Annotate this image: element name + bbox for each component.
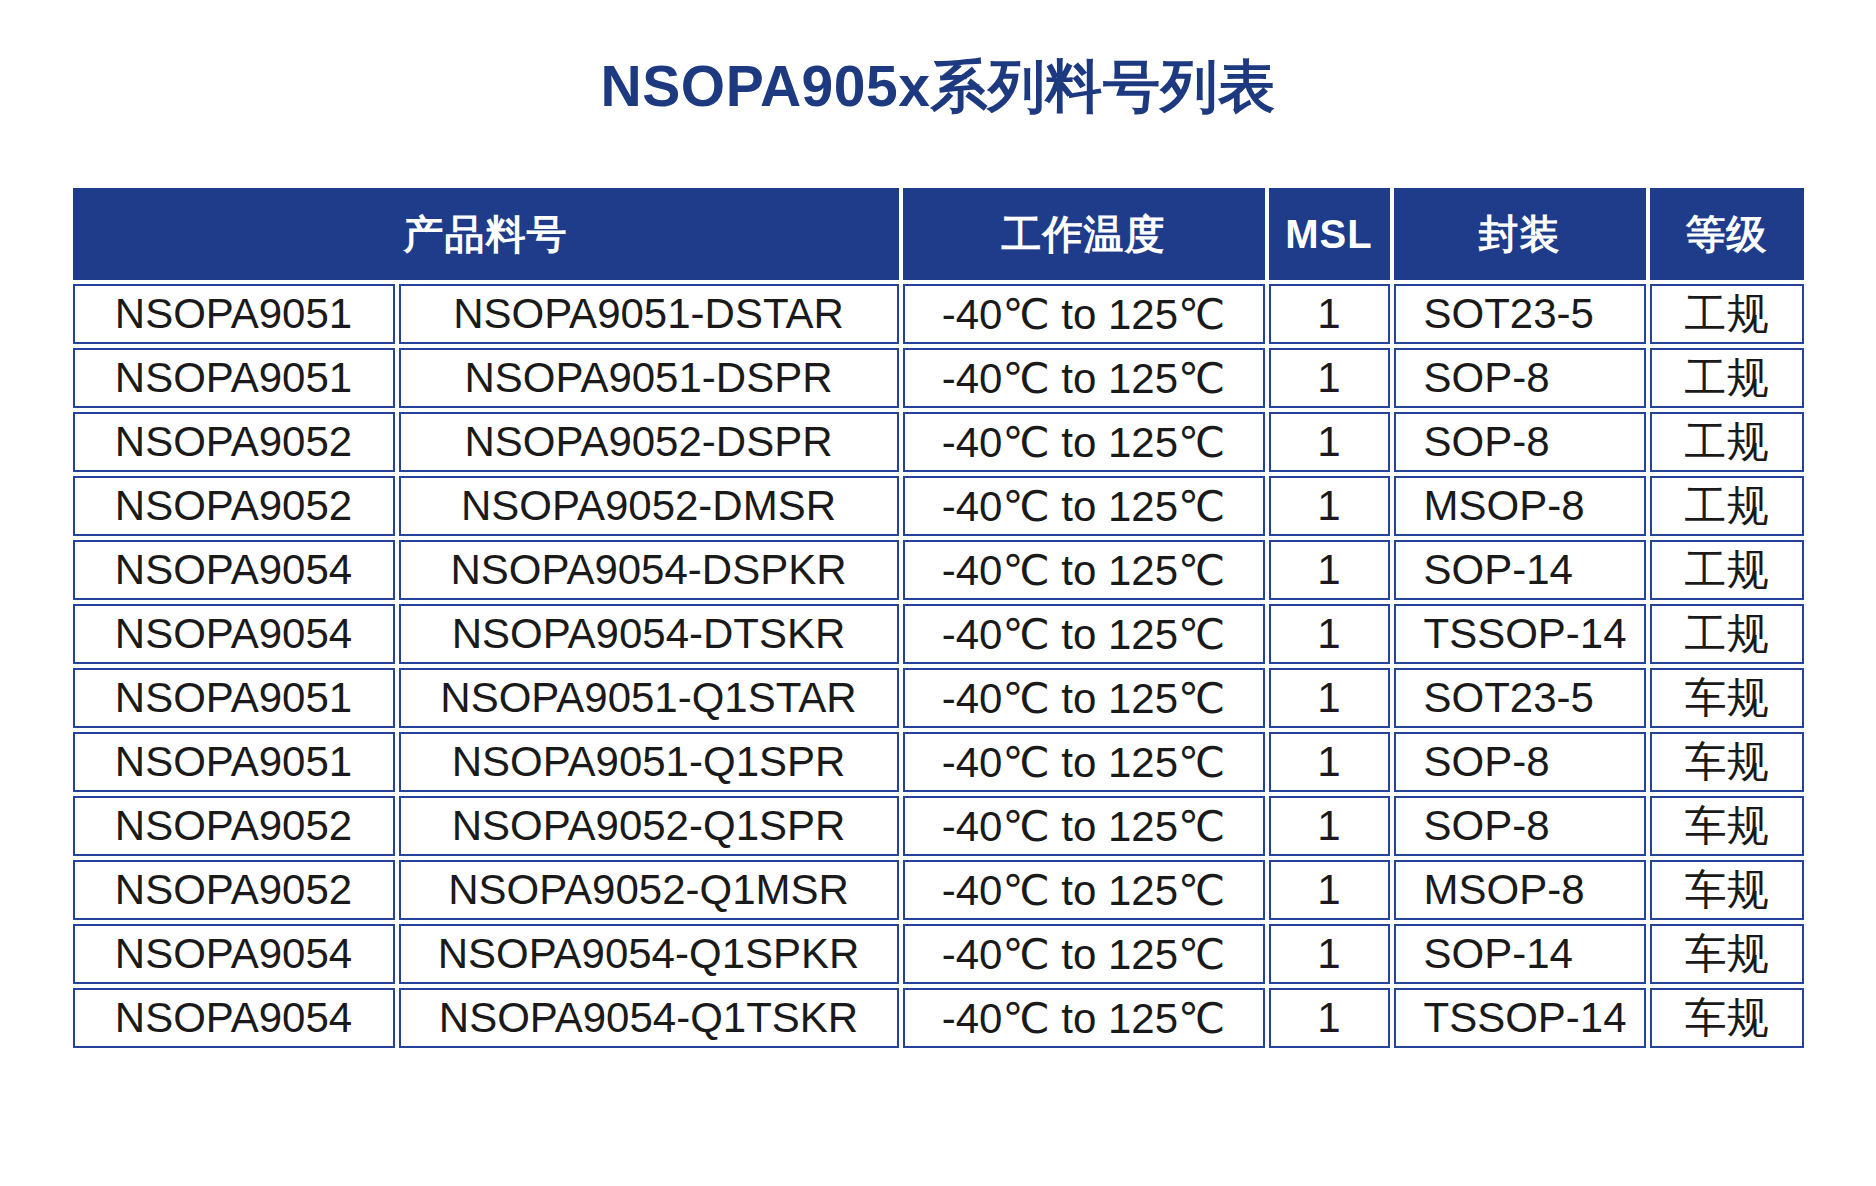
cell-grade: 车规 <box>1650 988 1804 1048</box>
page: NSOPA905x系列料号列表 产品料号 工作温度 MSL 封装 等级 NSOP… <box>0 52 1876 1186</box>
cell-msl: 1 <box>1269 284 1390 344</box>
column-header-msl: MSL <box>1269 188 1390 280</box>
cell-msl: 1 <box>1269 924 1390 984</box>
page-title: NSOPA905x系列料号列表 <box>0 52 1876 120</box>
cell-part-number: NSOPA9051-Q1SPR <box>399 732 899 792</box>
table-row: NSOPA9054 NSOPA9054-Q1SPKR -40℃ to 125℃ … <box>73 924 1804 984</box>
cell-grade: 工规 <box>1650 412 1804 472</box>
cell-series: NSOPA9054 <box>73 924 395 984</box>
cell-package: MSOP-8 <box>1394 476 1646 536</box>
table-row: NSOPA9052 NSOPA9052-DSPR -40℃ to 125℃ 1 … <box>73 412 1804 472</box>
cell-grade: 工规 <box>1650 284 1804 344</box>
cell-temp-range: -40℃ to 125℃ <box>903 732 1265 792</box>
cell-part-number: NSOPA9054-DTSKR <box>399 604 899 664</box>
table-header: 产品料号 工作温度 MSL 封装 等级 <box>73 188 1804 280</box>
cell-temp-range: -40℃ to 125℃ <box>903 668 1265 728</box>
cell-series: NSOPA9051 <box>73 732 395 792</box>
column-header-product: 产品料号 <box>73 188 899 280</box>
cell-temp-range: -40℃ to 125℃ <box>903 604 1265 664</box>
cell-temp-range: -40℃ to 125℃ <box>903 540 1265 600</box>
cell-package: TSSOP-14 <box>1394 604 1646 664</box>
cell-series: NSOPA9054 <box>73 988 395 1048</box>
cell-series: NSOPA9054 <box>73 540 395 600</box>
table-row: NSOPA9051 NSOPA9051-DSPR -40℃ to 125℃ 1 … <box>73 348 1804 408</box>
cell-msl: 1 <box>1269 476 1390 536</box>
cell-part-number: NSOPA9054-DSPKR <box>399 540 899 600</box>
table-body: NSOPA9051 NSOPA9051-DSTAR -40℃ to 125℃ 1… <box>73 284 1804 1048</box>
part-number-table: 产品料号 工作温度 MSL 封装 等级 NSOPA9051 NSOPA9051-… <box>69 184 1808 1052</box>
cell-temp-range: -40℃ to 125℃ <box>903 284 1265 344</box>
cell-part-number: NSOPA9051-DSPR <box>399 348 899 408</box>
cell-package: MSOP-8 <box>1394 860 1646 920</box>
cell-package: SOP-14 <box>1394 924 1646 984</box>
cell-temp-range: -40℃ to 125℃ <box>903 860 1265 920</box>
cell-series: NSOPA9054 <box>73 604 395 664</box>
cell-package: TSSOP-14 <box>1394 988 1646 1048</box>
cell-msl: 1 <box>1269 732 1390 792</box>
cell-temp-range: -40℃ to 125℃ <box>903 796 1265 856</box>
cell-package: SOP-8 <box>1394 796 1646 856</box>
cell-temp-range: -40℃ to 125℃ <box>903 348 1265 408</box>
cell-series: NSOPA9052 <box>73 412 395 472</box>
header-row: 产品料号 工作温度 MSL 封装 等级 <box>73 188 1804 280</box>
cell-temp-range: -40℃ to 125℃ <box>903 476 1265 536</box>
table-row: NSOPA9054 NSOPA9054-DTSKR -40℃ to 125℃ 1… <box>73 604 1804 664</box>
cell-series: NSOPA9052 <box>73 860 395 920</box>
cell-temp-range: -40℃ to 125℃ <box>903 924 1265 984</box>
cell-package: SOT23-5 <box>1394 668 1646 728</box>
cell-grade: 工规 <box>1650 476 1804 536</box>
cell-grade: 车规 <box>1650 924 1804 984</box>
table-row: NSOPA9051 NSOPA9051-DSTAR -40℃ to 125℃ 1… <box>73 284 1804 344</box>
cell-part-number: NSOPA9052-Q1SPR <box>399 796 899 856</box>
cell-part-number: NSOPA9054-Q1SPKR <box>399 924 899 984</box>
table-row: NSOPA9052 NSOPA9052-Q1SPR -40℃ to 125℃ 1… <box>73 796 1804 856</box>
cell-part-number: NSOPA9052-Q1MSR <box>399 860 899 920</box>
cell-msl: 1 <box>1269 860 1390 920</box>
cell-grade: 车规 <box>1650 860 1804 920</box>
cell-msl: 1 <box>1269 796 1390 856</box>
cell-series: NSOPA9052 <box>73 476 395 536</box>
cell-series: NSOPA9051 <box>73 348 395 408</box>
table-row: NSOPA9051 NSOPA9051-Q1STAR -40℃ to 125℃ … <box>73 668 1804 728</box>
cell-package: SOP-8 <box>1394 732 1646 792</box>
cell-package: SOT23-5 <box>1394 284 1646 344</box>
column-header-grade: 等级 <box>1650 188 1804 280</box>
table-row: NSOPA9052 NSOPA9052-Q1MSR -40℃ to 125℃ 1… <box>73 860 1804 920</box>
cell-msl: 1 <box>1269 412 1390 472</box>
cell-series: NSOPA9051 <box>73 284 395 344</box>
cell-temp-range: -40℃ to 125℃ <box>903 412 1265 472</box>
table-row: NSOPA9052 NSOPA9052-DMSR -40℃ to 125℃ 1 … <box>73 476 1804 536</box>
cell-part-number: NSOPA9052-DMSR <box>399 476 899 536</box>
cell-msl: 1 <box>1269 348 1390 408</box>
cell-part-number: NSOPA9052-DSPR <box>399 412 899 472</box>
cell-package: SOP-8 <box>1394 348 1646 408</box>
cell-part-number: NSOPA9051-DSTAR <box>399 284 899 344</box>
cell-series: NSOPA9051 <box>73 668 395 728</box>
column-header-temperature: 工作温度 <box>903 188 1265 280</box>
cell-part-number: NSOPA9051-Q1STAR <box>399 668 899 728</box>
cell-temp-range: -40℃ to 125℃ <box>903 988 1265 1048</box>
cell-series: NSOPA9052 <box>73 796 395 856</box>
cell-package: SOP-14 <box>1394 540 1646 600</box>
cell-grade: 工规 <box>1650 540 1804 600</box>
cell-grade: 车规 <box>1650 668 1804 728</box>
cell-msl: 1 <box>1269 540 1390 600</box>
cell-grade: 工规 <box>1650 604 1804 664</box>
cell-msl: 1 <box>1269 604 1390 664</box>
cell-grade: 车规 <box>1650 796 1804 856</box>
column-header-package: 封装 <box>1394 188 1646 280</box>
cell-grade: 工规 <box>1650 348 1804 408</box>
cell-msl: 1 <box>1269 988 1390 1048</box>
table-row: NSOPA9051 NSOPA9051-Q1SPR -40℃ to 125℃ 1… <box>73 732 1804 792</box>
cell-msl: 1 <box>1269 668 1390 728</box>
cell-part-number: NSOPA9054-Q1TSKR <box>399 988 899 1048</box>
cell-grade: 车规 <box>1650 732 1804 792</box>
table-row: NSOPA9054 NSOPA9054-Q1TSKR -40℃ to 125℃ … <box>73 988 1804 1048</box>
table-row: NSOPA9054 NSOPA9054-DSPKR -40℃ to 125℃ 1… <box>73 540 1804 600</box>
cell-package: SOP-8 <box>1394 412 1646 472</box>
